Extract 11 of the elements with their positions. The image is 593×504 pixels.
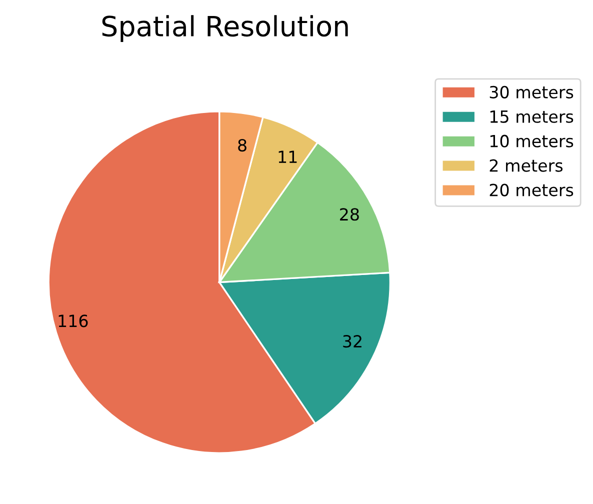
legend-label: 30 meters	[490, 86, 574, 98]
chart-title: Spatial Resolution	[102, 15, 348, 42]
data-label: 11	[278, 150, 297, 163]
legend-label: 15 meters	[490, 110, 574, 123]
legend-label: 20 meters	[490, 184, 574, 196]
data-label: 116	[58, 314, 88, 328]
data-label: 32	[343, 335, 362, 348]
data-label: 8	[238, 138, 246, 152]
legend-label: 2 meters	[490, 159, 563, 172]
legend-label: 10 meters	[490, 134, 574, 148]
data-label: 28	[340, 208, 359, 221]
